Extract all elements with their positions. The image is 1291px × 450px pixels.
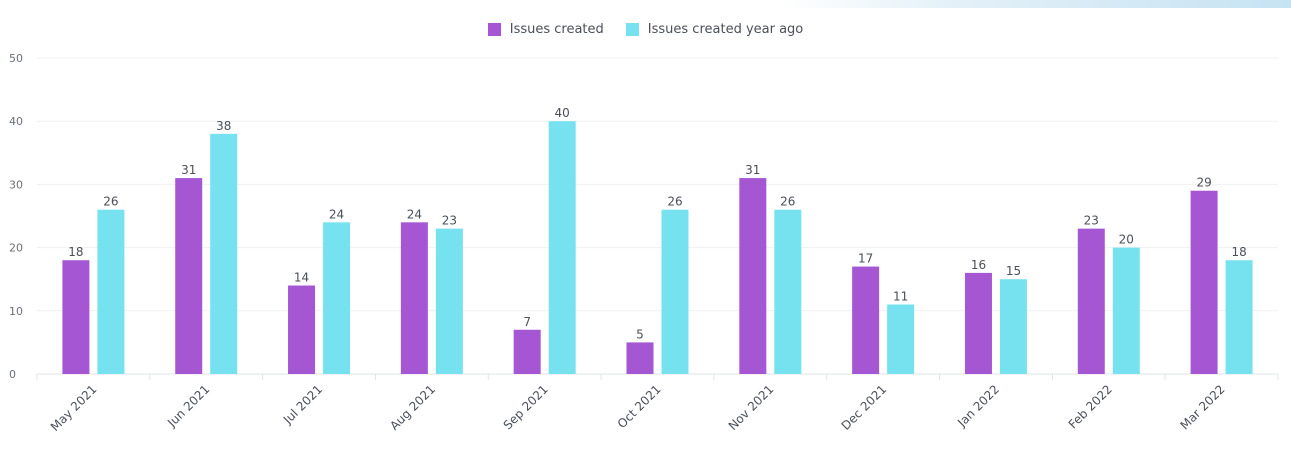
x-tick-label: Dec 2021 <box>839 382 890 433</box>
bar[interactable] <box>774 209 802 374</box>
legend-label-issues-created: Issues created <box>509 22 604 37</box>
bar-data-label: 38 <box>216 119 231 133</box>
bar-data-label: 18 <box>68 245 83 259</box>
bar[interactable] <box>964 272 992 374</box>
bar-data-label: 11 <box>893 289 908 303</box>
x-tick-label: Aug 2021 <box>387 382 438 433</box>
bar[interactable] <box>323 222 351 374</box>
bar[interactable] <box>661 209 689 374</box>
bar-data-label: 5 <box>636 327 644 341</box>
legend-label-issues-created-year-ago: Issues created year ago <box>647 22 804 37</box>
legend-swatch-issues-created <box>487 23 501 36</box>
bar[interactable] <box>1112 247 1140 374</box>
bar[interactable] <box>1225 260 1253 374</box>
bar[interactable] <box>62 260 90 374</box>
bar-data-label: 29 <box>1196 176 1211 190</box>
bar-data-label: 14 <box>294 271 309 285</box>
bar-data-label: 24 <box>407 207 422 221</box>
bar[interactable] <box>400 222 428 374</box>
chart-legend: Issues created Issues created year ago <box>0 22 1291 37</box>
bar[interactable] <box>626 342 654 374</box>
bar-data-label: 18 <box>1231 245 1246 259</box>
x-tick-label: Jan 2022 <box>954 382 1002 430</box>
bar-data-label: 17 <box>858 252 873 266</box>
bar[interactable] <box>548 121 576 374</box>
x-tick-label: May 2021 <box>48 382 100 434</box>
bar-data-label: 31 <box>745 163 760 177</box>
bar-data-label: 26 <box>780 195 795 209</box>
legend-item-issues-created-year-ago[interactable]: Issues created year ago <box>625 22 804 37</box>
bar[interactable] <box>210 133 238 374</box>
y-tick-label: 10 <box>9 305 23 318</box>
bar[interactable] <box>1077 228 1105 374</box>
x-tick-label: Jul 2021 <box>280 382 325 427</box>
bar-data-label: 26 <box>103 195 118 209</box>
bar[interactable] <box>739 178 767 374</box>
bar[interactable] <box>97 209 125 374</box>
bar-data-label: 40 <box>555 106 570 120</box>
y-tick-label: 40 <box>9 115 23 128</box>
y-tick-label: 0 <box>9 368 16 381</box>
bar-data-label: 16 <box>971 258 986 272</box>
bar[interactable] <box>852 266 880 374</box>
bar-data-label: 26 <box>667 195 682 209</box>
bar-data-label: 15 <box>1006 264 1021 278</box>
bar[interactable] <box>887 304 915 374</box>
bar-data-label: 24 <box>329 207 344 221</box>
legend-swatch-issues-created-year-ago <box>625 23 639 36</box>
bar[interactable] <box>1190 190 1218 374</box>
legend-item-issues-created[interactable]: Issues created <box>487 22 604 37</box>
bar[interactable] <box>999 279 1027 374</box>
x-tick-label: Mar 2022 <box>1178 382 1228 432</box>
bar[interactable] <box>175 178 203 374</box>
x-tick-label: Feb 2022 <box>1066 382 1115 431</box>
x-tick-label: Nov 2021 <box>726 382 777 433</box>
bar-data-label: 7 <box>523 315 531 329</box>
bar-data-label: 31 <box>181 163 196 177</box>
y-tick-label: 30 <box>9 178 23 191</box>
bar-data-label: 23 <box>442 214 457 228</box>
bar[interactable] <box>288 285 316 374</box>
bar-data-label: 20 <box>1119 233 1134 247</box>
y-tick-label: 20 <box>9 242 23 255</box>
x-tick-label: Sep 2021 <box>501 382 551 432</box>
x-tick-label: Jun 2021 <box>164 382 212 430</box>
bar-data-label: 23 <box>1084 214 1099 228</box>
y-tick-label: 50 <box>9 52 23 65</box>
bar[interactable] <box>435 228 463 374</box>
header-accent-bar <box>780 0 1291 8</box>
bar[interactable] <box>513 329 541 374</box>
x-tick-label: Oct 2021 <box>615 382 664 431</box>
